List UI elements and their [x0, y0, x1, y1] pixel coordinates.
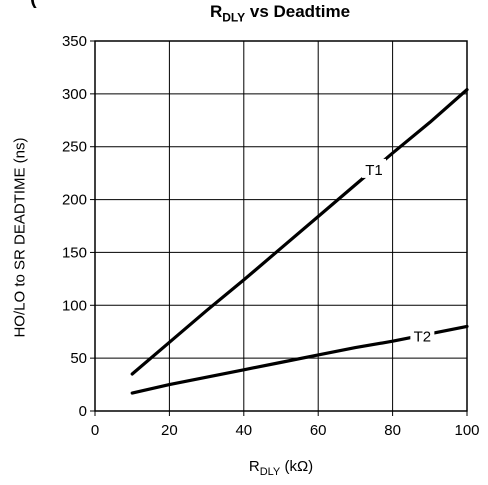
series-label-t1: T1: [365, 162, 383, 179]
chart-title-main: R: [209, 2, 223, 21]
x-tick-label: 0: [91, 422, 99, 439]
x-tick-label: 60: [310, 422, 327, 439]
x-tick-label: 100: [454, 422, 479, 439]
x-tick-label: 20: [161, 422, 178, 439]
y-tick-label: 150: [62, 244, 87, 261]
series-label-background: [410, 325, 435, 345]
chart-title-subscript: DLY: [222, 10, 246, 25]
y-tick-label: 100: [62, 297, 87, 314]
chart-title: RDLY vs Deadtime: [0, 2, 488, 24]
x-axis-label-main: R: [248, 458, 260, 475]
x-tick-label: 40: [235, 422, 252, 439]
y-tick-label: 250: [62, 139, 87, 156]
series-label-background: [362, 158, 386, 178]
x-axis-label: RDLY (kΩ): [95, 458, 467, 478]
series-label-t2: T2: [414, 328, 432, 345]
y-tick-label: 300: [62, 86, 87, 103]
chart-title-rest: vs Deadtime: [245, 2, 351, 21]
x-axis-label-rest: (kΩ): [280, 458, 314, 475]
plot-frame: [94, 40, 468, 412]
x-tick-label: 80: [384, 422, 401, 439]
y-tick-label: 0: [79, 403, 87, 420]
y-axis-label: HO/LO to SR DEADTIME (ns): [11, 137, 29, 338]
chart-title-top-fragment: (: [30, 0, 37, 10]
y-tick-label: 200: [62, 192, 87, 209]
y-tick-label: 50: [70, 350, 87, 367]
y-tick-label: 350: [62, 33, 87, 50]
x-axis-label-subscript: DLY: [259, 466, 281, 478]
series-line-t1: [130, 88, 469, 376]
